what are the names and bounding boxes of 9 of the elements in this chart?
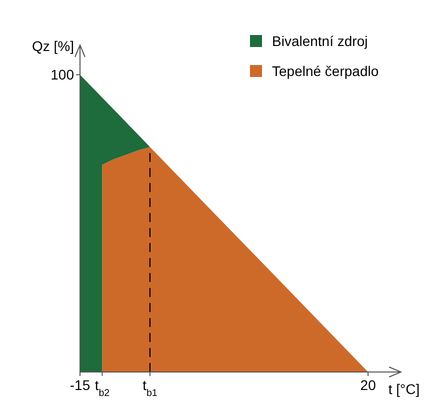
legend-label: Bivalentní zdroj — [272, 33, 368, 49]
x-tick-label: t$_{b1}$ — [142, 377, 158, 398]
y-tick-label: 100 — [50, 66, 74, 83]
x-tick-label: -15 — [70, 377, 90, 393]
legend-label: Tepelné čerpadlo — [272, 63, 379, 79]
x-axis-title: t [°C] — [388, 381, 420, 397]
y-axis-title: Qz [%] — [32, 38, 74, 54]
x-tick-label: t$_{b2}$ — [94, 377, 110, 398]
x-tick-label: 20 — [360, 377, 376, 393]
